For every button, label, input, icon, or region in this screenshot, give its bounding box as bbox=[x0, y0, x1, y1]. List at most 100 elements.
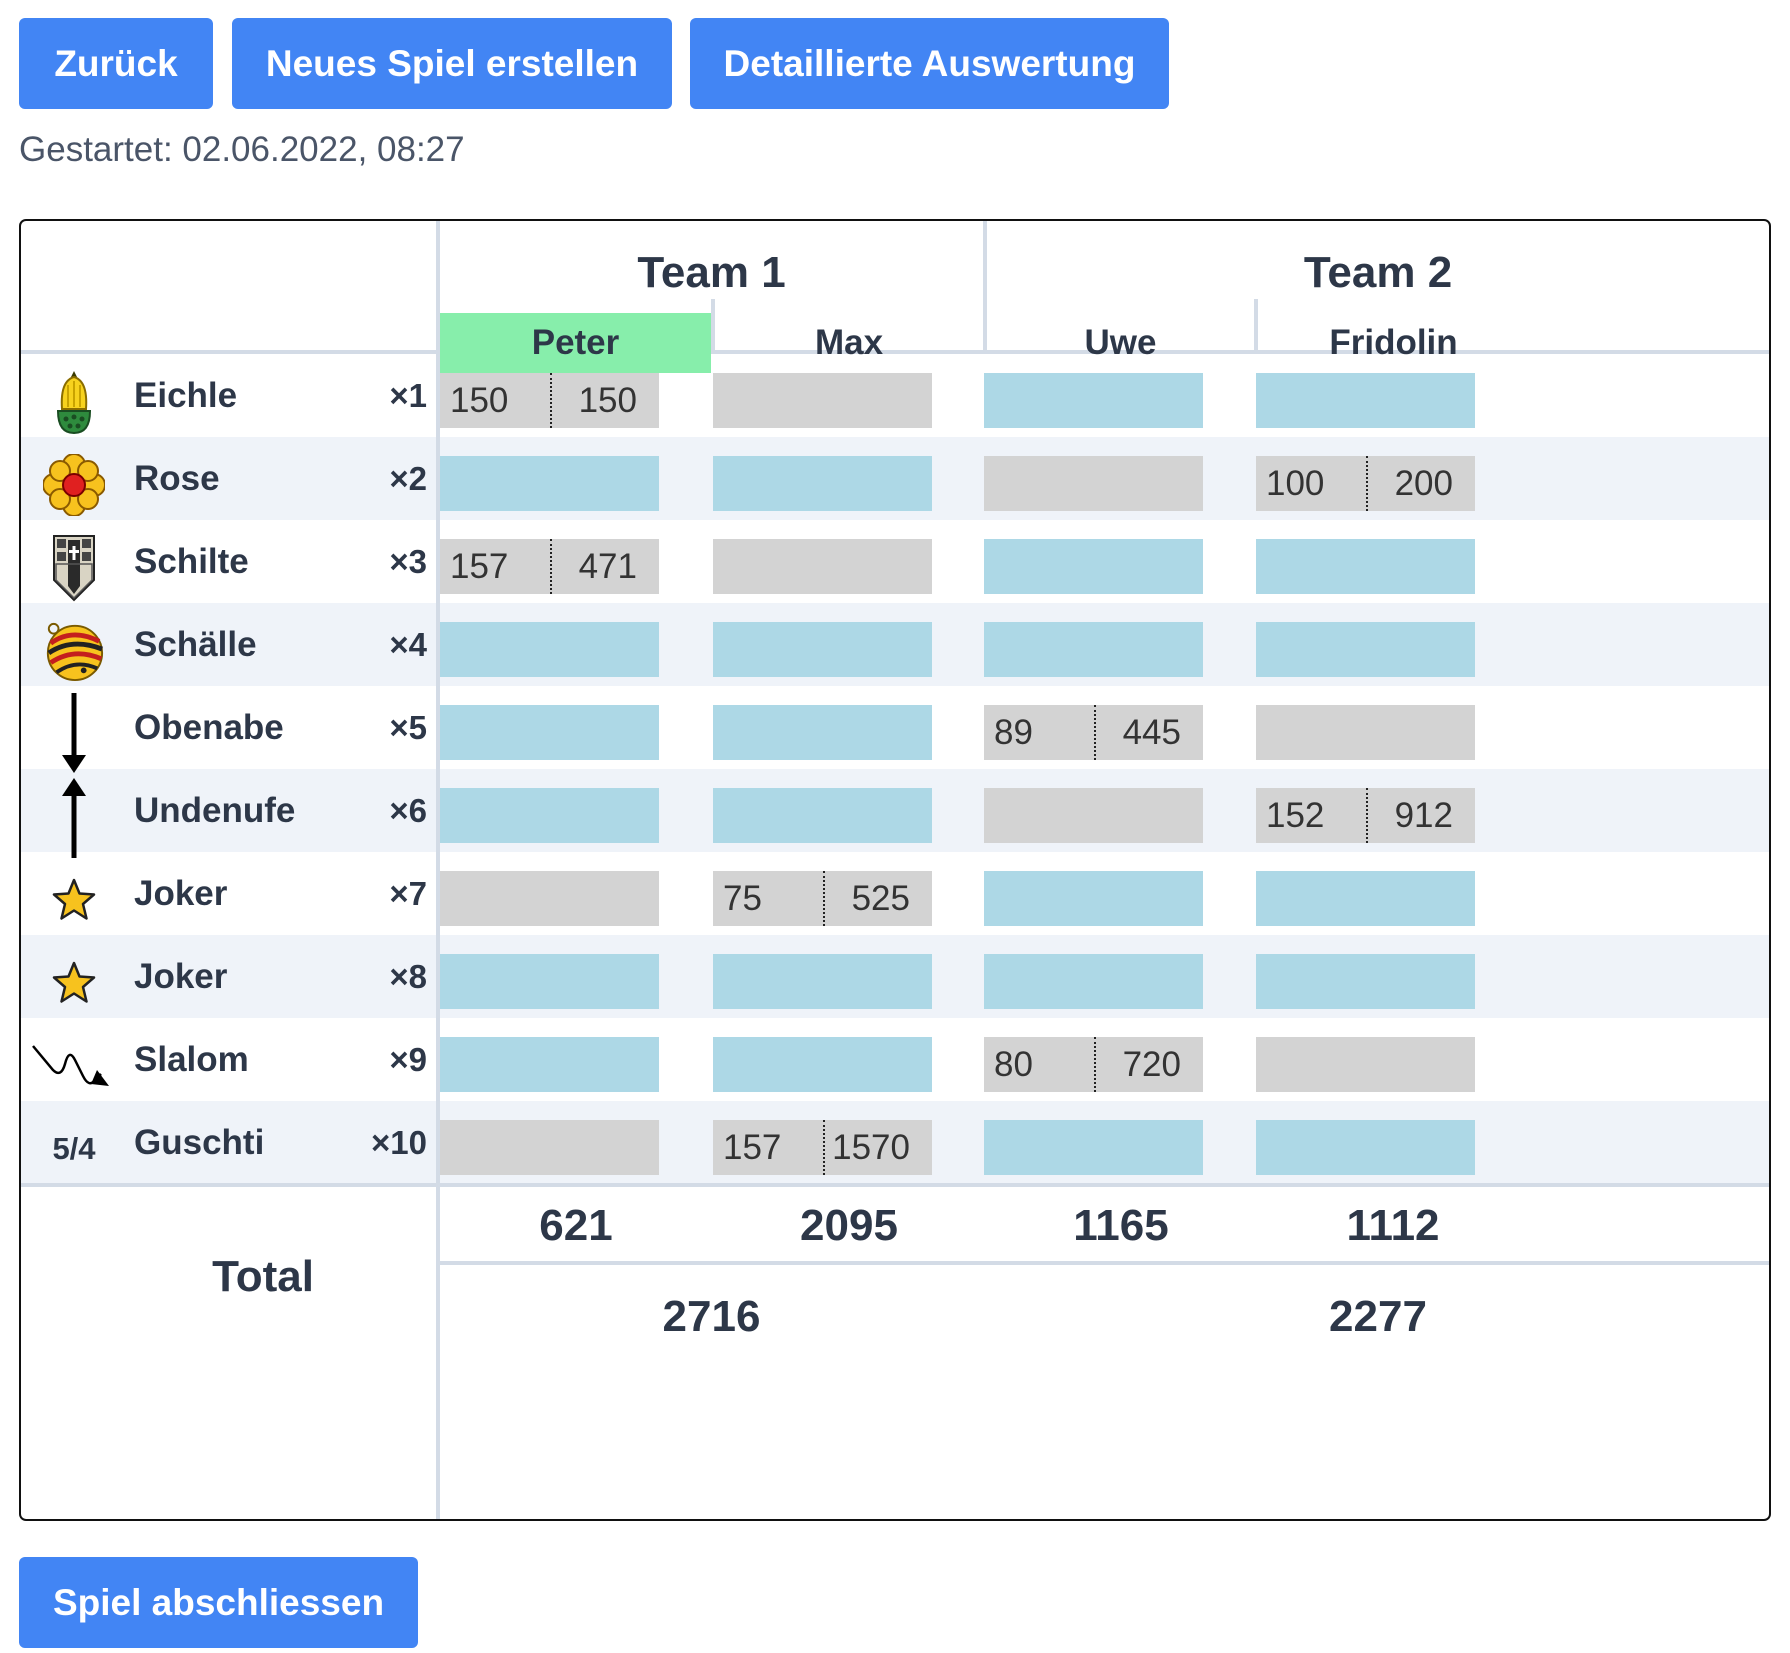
divider bbox=[983, 221, 987, 354]
score-cell-fridolin[interactable] bbox=[1256, 622, 1475, 677]
shield-icon bbox=[43, 528, 105, 608]
game-label: Undenufe bbox=[134, 790, 296, 830]
game-multiplier: ×8 bbox=[389, 957, 427, 995]
score-cell-fridolin[interactable] bbox=[1256, 1120, 1475, 1175]
game-icon-text: 5/4 bbox=[52, 1131, 96, 1166]
score-cell-uwe[interactable] bbox=[984, 373, 1203, 428]
score-cell-uwe[interactable]: 89 445 bbox=[984, 705, 1203, 760]
score-cell-peter[interactable] bbox=[440, 788, 659, 843]
cell-score: 912 bbox=[1394, 795, 1453, 835]
cell-points: 157 bbox=[723, 1127, 782, 1167]
detailed-evaluation-button[interactable]: Detaillierte Auswertung bbox=[690, 18, 1169, 109]
cell-points: 152 bbox=[1266, 795, 1325, 835]
score-cell-uwe[interactable] bbox=[984, 871, 1203, 926]
game-label: Rose bbox=[134, 458, 220, 498]
cell-separator bbox=[550, 373, 552, 428]
score-cell-max[interactable] bbox=[713, 456, 932, 511]
game-label: Joker bbox=[134, 956, 228, 996]
game-label: Joker bbox=[134, 873, 228, 913]
score-cell-max[interactable] bbox=[713, 954, 932, 1009]
score-cell-fridolin[interactable] bbox=[1256, 871, 1475, 926]
cell-separator bbox=[1094, 1037, 1096, 1092]
score-cell-peter[interactable] bbox=[440, 705, 659, 760]
star-icon bbox=[43, 943, 105, 1023]
score-cell-uwe[interactable]: 80 720 bbox=[984, 1037, 1203, 1092]
score-cell-max[interactable] bbox=[713, 788, 932, 843]
score-cell-fridolin[interactable] bbox=[1256, 954, 1475, 1009]
score-cell-peter bbox=[440, 871, 659, 926]
team-name: Team 2 bbox=[1303, 248, 1453, 297]
score-cell-uwe bbox=[984, 788, 1203, 843]
score-cell-fridolin bbox=[1256, 1037, 1475, 1092]
game-multiplier: ×2 bbox=[389, 459, 427, 497]
score-cell-fridolin[interactable]: 100 200 bbox=[1256, 456, 1475, 511]
cell-points: 75 bbox=[723, 878, 762, 918]
scoreboard: Team 1 Team 2 Peter Max Uwe Fridolin Eichle ×1 1… bbox=[19, 219, 1771, 1521]
score-cell-uwe[interactable] bbox=[984, 954, 1203, 1009]
score-cell-peter[interactable] bbox=[440, 456, 659, 511]
divider bbox=[711, 299, 715, 354]
cell-separator bbox=[823, 1120, 825, 1175]
cell-score: 525 bbox=[851, 878, 910, 918]
game-multiplier: ×9 bbox=[389, 1040, 427, 1078]
cell-score: 200 bbox=[1394, 463, 1453, 503]
cell-points: 100 bbox=[1266, 463, 1325, 503]
score-cell-peter[interactable] bbox=[440, 622, 659, 677]
score-cell-peter[interactable] bbox=[440, 1037, 659, 1092]
game-label: Schilte bbox=[134, 541, 249, 581]
score-cell-uwe bbox=[984, 456, 1203, 511]
score-cell-max[interactable]: 157 1570 bbox=[713, 1120, 932, 1175]
player-header-uwe: Uwe bbox=[1084, 323, 1157, 362]
game-label: Obenabe bbox=[134, 707, 284, 747]
divider bbox=[1254, 299, 1258, 354]
player-total: 2095 bbox=[800, 1201, 898, 1250]
score-cell-max[interactable]: 75 525 bbox=[713, 871, 932, 926]
rose-icon bbox=[43, 445, 105, 525]
cell-points: 150 bbox=[450, 380, 509, 420]
score-cell-peter[interactable] bbox=[440, 954, 659, 1009]
cell-score: 150 bbox=[578, 380, 637, 420]
finish-game-button[interactable]: Spiel abschliessen bbox=[19, 1557, 418, 1648]
score-cell-peter[interactable]: 150 150 bbox=[440, 373, 659, 428]
score-cell-uwe[interactable] bbox=[984, 622, 1203, 677]
cell-score: 720 bbox=[1122, 1044, 1181, 1084]
score-cell-fridolin[interactable] bbox=[1256, 539, 1475, 594]
player-total: 621 bbox=[539, 1201, 613, 1250]
game-multiplier: ×1 bbox=[389, 376, 427, 414]
divider bbox=[21, 350, 1769, 354]
score-cell-fridolin[interactable]: 152 912 bbox=[1256, 788, 1475, 843]
score-cell-peter[interactable]: 157 471 bbox=[440, 539, 659, 594]
score-cell-uwe[interactable] bbox=[984, 539, 1203, 594]
game-multiplier: ×4 bbox=[389, 625, 427, 663]
acorn-icon bbox=[43, 362, 105, 442]
cell-separator bbox=[823, 871, 825, 926]
game-multiplier: ×3 bbox=[389, 542, 427, 580]
score-cell-uwe[interactable] bbox=[984, 1120, 1203, 1175]
team-total: 2277 bbox=[1329, 1292, 1427, 1341]
cell-separator bbox=[1094, 705, 1096, 760]
score-cell-max[interactable] bbox=[713, 705, 932, 760]
game-multiplier: ×5 bbox=[389, 708, 427, 746]
score-cell-peter bbox=[440, 1120, 659, 1175]
game-start-time: Gestartet: 02.06.2022, 08:27 bbox=[19, 130, 465, 169]
cell-score: 471 bbox=[578, 546, 637, 586]
arrow-up-icon bbox=[43, 777, 105, 858]
game-multiplier: ×10 bbox=[371, 1123, 427, 1161]
cell-points: 157 bbox=[450, 546, 509, 586]
cell-separator bbox=[1366, 456, 1368, 511]
back-button[interactable]: Zurück bbox=[19, 18, 213, 109]
score-cell-fridolin[interactable] bbox=[1256, 373, 1475, 428]
game-multiplier: ×6 bbox=[389, 791, 427, 829]
game-label: Slalom bbox=[134, 1039, 249, 1079]
total-label: Total bbox=[212, 1252, 314, 1301]
player-header-fridolin: Fridolin bbox=[1329, 323, 1458, 362]
new-game-button[interactable]: Neues Spiel erstellen bbox=[232, 18, 672, 109]
bell-icon bbox=[43, 611, 105, 691]
divider bbox=[438, 1261, 1769, 1265]
star-icon bbox=[43, 860, 105, 940]
team-total: 2716 bbox=[662, 1292, 761, 1341]
cell-separator bbox=[550, 539, 552, 594]
score-cell-max[interactable] bbox=[713, 622, 932, 677]
score-cell-max[interactable] bbox=[713, 1037, 932, 1092]
divider bbox=[436, 221, 440, 1519]
